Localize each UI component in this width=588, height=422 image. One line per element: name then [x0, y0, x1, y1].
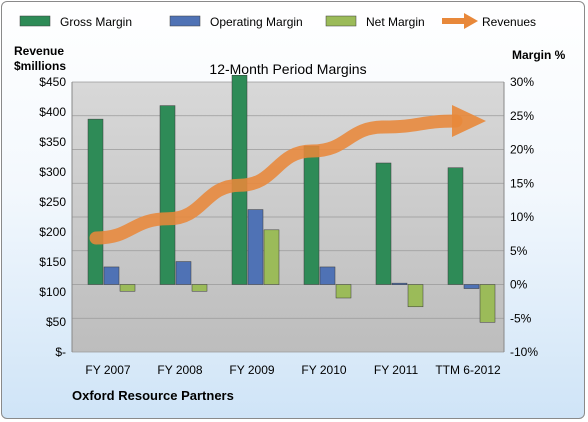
legend-swatch: [464, 13, 478, 29]
footer-company: Oxford Resource Partners: [72, 388, 234, 403]
y-right-tick-label: -5%: [510, 311, 532, 325]
legend-swatch: [19, 15, 51, 27]
y-right-tick-label: 30%: [510, 75, 534, 89]
x-tick-label: FY 2008: [157, 363, 202, 377]
bar-net-margin: [335, 284, 352, 299]
revenue-arrowhead: [452, 105, 486, 137]
bar-operating-margin: [319, 266, 336, 285]
y-left-tick-label: $100: [39, 285, 66, 299]
y-left-tick-label: $450: [39, 75, 66, 89]
y-left-ticks: $- $50 $100 $150 $200 $250 $300 $350 $400 $450: [39, 75, 66, 359]
legend-label: Net Margin: [366, 15, 425, 29]
y-left-tick-label: $250: [39, 195, 66, 209]
legend-label: Gross Margin: [60, 15, 132, 29]
legend-swatch: [325, 15, 357, 27]
y-right-tick-label: 0%: [510, 278, 528, 292]
y-left-label-line1: Revenue: [14, 44, 64, 58]
legend-label: Revenues: [482, 15, 536, 29]
bar-operating-margin: [175, 261, 192, 285]
x-tick-label: FY 2009: [229, 363, 274, 377]
bar-net-margin: [191, 284, 208, 292]
x-tick-label: FY 2007: [85, 363, 130, 377]
bar-gross-margin: [447, 167, 464, 285]
y-left-tick-label: $400: [39, 105, 66, 119]
y-right-tick-label: 10%: [510, 210, 534, 224]
y-right-tick-label: 5%: [510, 244, 528, 258]
margins-chart: Gross Margin Operating Margin Net Margin Re…: [14, 13, 566, 403]
x-tick-label: FY 2010: [301, 363, 346, 377]
bar-gross-margin: [303, 145, 320, 285]
legend-swatch: [169, 15, 201, 27]
legend: Gross Margin Operating Margin Net Margin Re…: [19, 13, 536, 29]
chart-title: 12-Month Period Margins: [209, 61, 366, 77]
bar-operating-margin: [103, 266, 120, 285]
bar-gross-margin: [375, 162, 392, 285]
y-right-tick-label: -10%: [510, 345, 538, 359]
y-right-tick-label: 25%: [510, 109, 534, 123]
bar-operating-margin: [391, 282, 408, 285]
bar-net-margin: [263, 229, 280, 285]
x-tick-label: TTM 6-2012: [435, 363, 501, 377]
revenue-line-path: [89, 114, 463, 245]
bar-operating-margin: [463, 284, 480, 289]
y-right-label: Margin %: [512, 48, 566, 62]
y-left-tick-label: $-: [55, 345, 66, 359]
bar-net-margin: [407, 284, 424, 308]
y-left-tick-label: $350: [39, 135, 66, 149]
y-left-tick-label: $200: [39, 225, 66, 239]
x-tick-label: FY 2011: [374, 363, 419, 377]
bar-net-margin: [119, 284, 136, 292]
revenue-line: [89, 105, 486, 245]
x-ticks: FY 2007 FY 2008 FY 2009 FY 2010 FY 2011 TTM 6…: [85, 363, 501, 377]
y-right-ticks: -10% -5% 0% 5% 10% 15% 20% 25% 30%: [510, 75, 538, 359]
grid-lines: [71, 81, 505, 353]
bar-operating-margin: [247, 209, 264, 285]
bar-gross-margin: [159, 105, 176, 285]
legend-label: Operating Margin: [210, 15, 303, 29]
y-right-tick-label: 20%: [510, 143, 534, 157]
bar-gross-margin: [87, 118, 104, 285]
y-right-tick-label: 15%: [510, 176, 534, 190]
y-left-tick-label: $300: [39, 165, 66, 179]
y-left-label-line2: $millions: [14, 59, 66, 73]
y-left-tick-label: $150: [39, 255, 66, 269]
y-left-tick-label: $50: [46, 315, 66, 329]
bar-net-margin: [479, 284, 496, 323]
